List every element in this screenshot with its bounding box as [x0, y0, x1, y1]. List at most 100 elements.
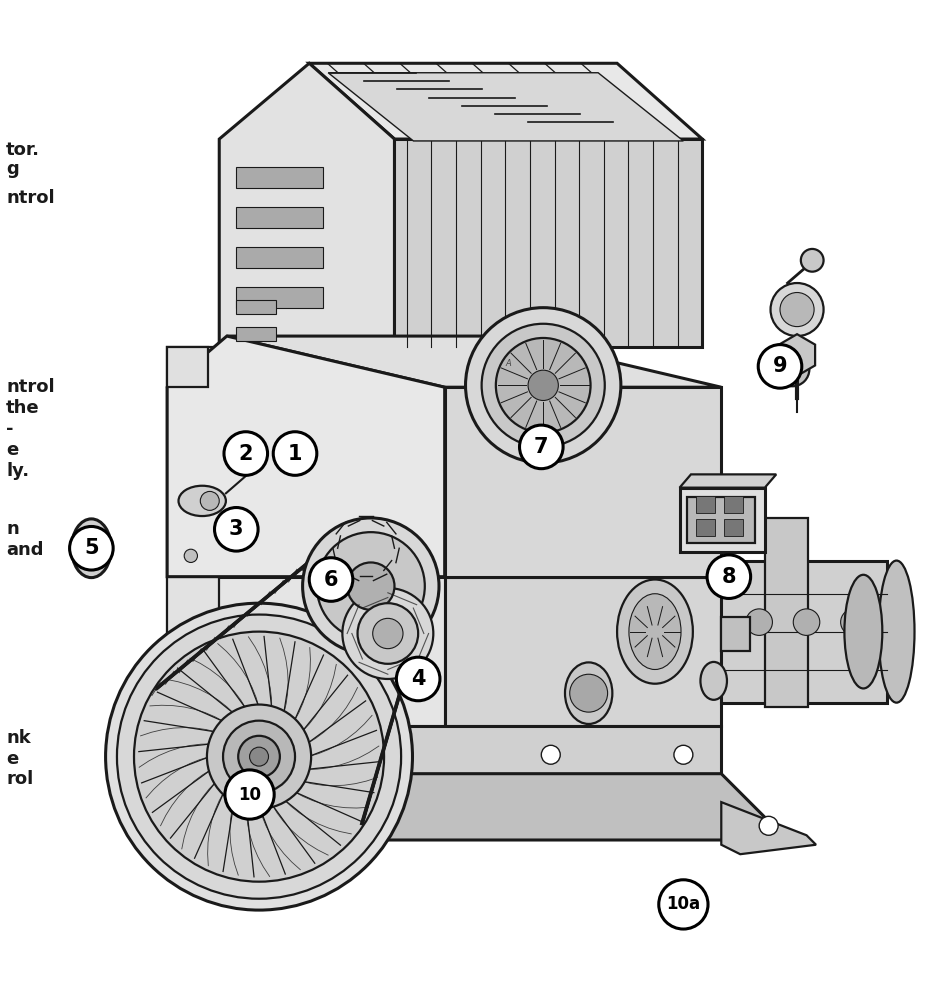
Circle shape: [528, 370, 559, 400]
FancyBboxPatch shape: [724, 496, 743, 513]
Polygon shape: [237, 300, 276, 314]
Text: 7: 7: [534, 437, 548, 457]
Circle shape: [758, 344, 802, 388]
Text: 8: 8: [722, 567, 736, 587]
Polygon shape: [721, 618, 750, 651]
Circle shape: [570, 675, 608, 713]
Circle shape: [542, 746, 560, 764]
Text: the: the: [6, 399, 40, 417]
Text: rol: rol: [6, 770, 33, 788]
Polygon shape: [679, 474, 776, 488]
Text: ntrol: ntrol: [6, 378, 55, 396]
Text: 2: 2: [238, 443, 253, 463]
Polygon shape: [687, 497, 755, 543]
Polygon shape: [237, 168, 323, 189]
Circle shape: [200, 491, 219, 510]
Circle shape: [74, 531, 108, 565]
Circle shape: [342, 588, 433, 679]
Circle shape: [134, 632, 384, 881]
Ellipse shape: [879, 561, 915, 703]
Text: tor.: tor.: [6, 142, 40, 160]
Circle shape: [520, 425, 563, 469]
Polygon shape: [167, 577, 445, 727]
FancyBboxPatch shape: [695, 496, 714, 513]
Circle shape: [316, 532, 425, 640]
Circle shape: [207, 705, 312, 808]
Ellipse shape: [845, 575, 883, 689]
Text: nk: nk: [6, 729, 30, 747]
Polygon shape: [394, 139, 702, 347]
Text: 3: 3: [229, 519, 243, 539]
Circle shape: [223, 721, 295, 792]
Circle shape: [303, 518, 439, 655]
Ellipse shape: [618, 580, 693, 684]
Circle shape: [105, 603, 412, 910]
Text: -: -: [6, 420, 13, 438]
Circle shape: [841, 609, 867, 636]
Polygon shape: [445, 577, 721, 727]
Text: ntrol: ntrol: [6, 189, 55, 207]
Polygon shape: [219, 63, 394, 347]
Text: 1: 1: [288, 443, 302, 463]
Text: 5: 5: [84, 538, 99, 558]
FancyBboxPatch shape: [695, 519, 714, 536]
Circle shape: [396, 658, 440, 701]
Circle shape: [801, 249, 824, 271]
Polygon shape: [167, 336, 445, 577]
Circle shape: [357, 603, 418, 664]
Polygon shape: [237, 286, 323, 307]
Circle shape: [310, 558, 352, 602]
Ellipse shape: [700, 662, 727, 700]
Circle shape: [793, 609, 820, 636]
FancyBboxPatch shape: [724, 519, 743, 536]
Circle shape: [117, 615, 401, 899]
Circle shape: [770, 283, 824, 336]
Polygon shape: [237, 248, 323, 267]
Polygon shape: [721, 561, 887, 703]
Circle shape: [184, 549, 198, 563]
Circle shape: [215, 508, 258, 551]
Polygon shape: [328, 73, 683, 141]
Circle shape: [496, 338, 591, 433]
Circle shape: [658, 880, 708, 929]
Text: e: e: [6, 749, 18, 767]
Circle shape: [238, 736, 280, 777]
Polygon shape: [227, 336, 721, 387]
Text: n: n: [6, 520, 19, 538]
Polygon shape: [167, 347, 219, 727]
Text: g: g: [6, 161, 19, 179]
Circle shape: [746, 609, 772, 636]
Polygon shape: [167, 773, 788, 840]
Circle shape: [372, 619, 403, 649]
Ellipse shape: [179, 486, 226, 516]
Polygon shape: [721, 802, 816, 854]
Circle shape: [347, 563, 394, 610]
Polygon shape: [237, 208, 323, 229]
Polygon shape: [167, 347, 208, 387]
Ellipse shape: [565, 663, 613, 724]
Polygon shape: [779, 334, 815, 376]
Circle shape: [224, 432, 268, 475]
Polygon shape: [167, 727, 721, 773]
Circle shape: [250, 748, 269, 766]
Text: A: A: [505, 359, 511, 368]
Circle shape: [780, 292, 814, 326]
Circle shape: [332, 746, 352, 764]
Circle shape: [69, 527, 113, 570]
Text: 6: 6: [324, 570, 338, 590]
Circle shape: [759, 816, 778, 835]
Ellipse shape: [71, 519, 111, 578]
Text: 4: 4: [411, 669, 426, 689]
Text: 10a: 10a: [666, 895, 700, 913]
Circle shape: [466, 307, 621, 463]
Polygon shape: [445, 387, 721, 577]
Polygon shape: [679, 488, 765, 552]
Circle shape: [707, 555, 750, 599]
Text: 9: 9: [772, 356, 788, 376]
Circle shape: [482, 323, 605, 447]
Circle shape: [274, 432, 316, 475]
Polygon shape: [237, 326, 276, 340]
Text: e: e: [6, 441, 18, 459]
Ellipse shape: [629, 594, 681, 670]
Text: 10: 10: [238, 785, 261, 803]
